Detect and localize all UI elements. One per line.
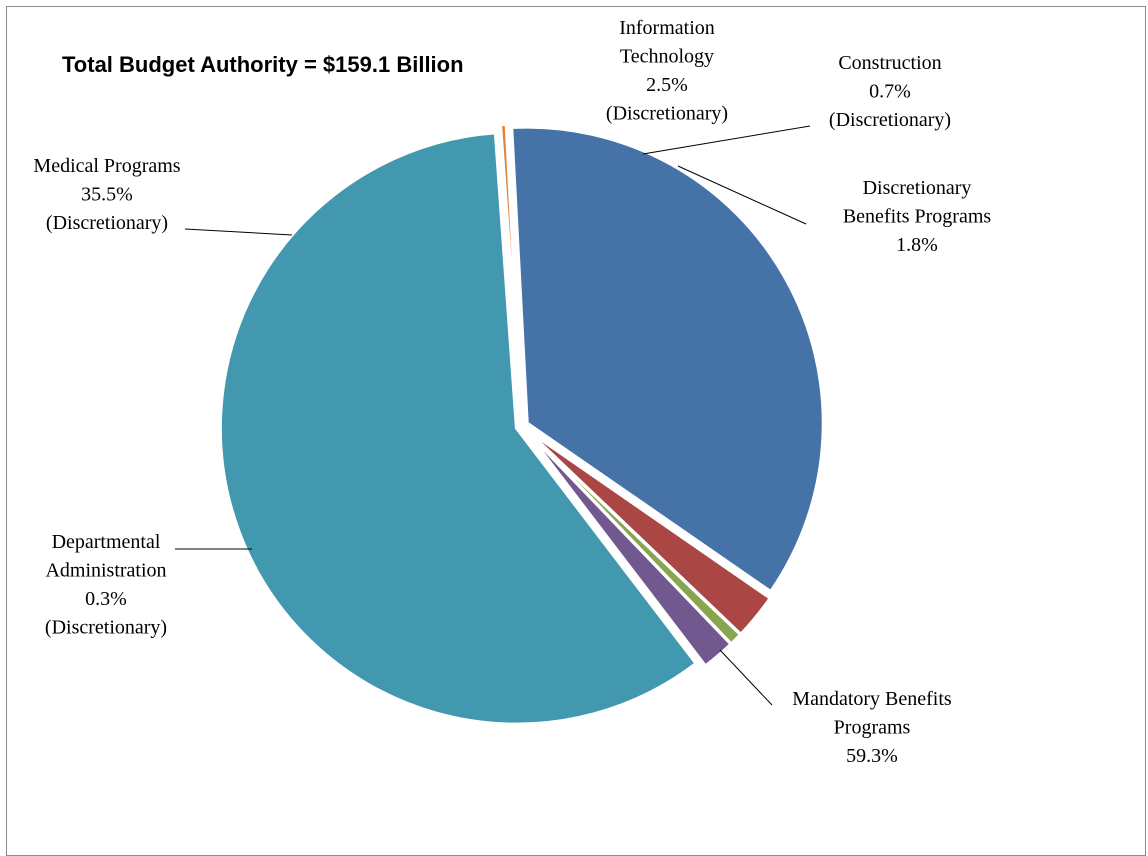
slice-label-line: Discretionary — [863, 177, 972, 199]
slice-label-line: Benefits Programs — [843, 206, 992, 228]
slice-label-line: Administration — [45, 560, 166, 582]
leader-line-constr — [642, 125, 811, 155]
slice-label-discben: Discretionary Benefits Programs 1.8% — [843, 177, 992, 256]
pie-slice-medical — [510, 125, 825, 594]
slice-label-line: Information — [619, 17, 715, 39]
slice-label-line: (Discretionary) — [606, 103, 728, 125]
leader-lines — [175, 125, 811, 706]
slice-label-line: 0.7% — [869, 81, 911, 103]
slice-label-line: 59.3% — [846, 745, 898, 767]
slice-label-line: (Discretionary) — [829, 109, 951, 131]
slice-label-deptadmin: Departmental Administration 0.3% (Discretio… — [45, 531, 167, 639]
chart-title: Total Budget Authority = $159.1 Billion — [62, 52, 464, 77]
slice-label-line: (Discretionary) — [45, 617, 167, 639]
slice-label-line: Medical Programs — [33, 155, 180, 177]
slice-label-line: Programs — [834, 717, 911, 739]
slice-label-line: Construction — [838, 52, 941, 74]
slice-label-constr: Construction 0.7% (Discretionary) — [829, 52, 951, 131]
leader-line-discben — [677, 165, 807, 225]
pie-slice-mandatory — [218, 131, 699, 726]
leader-line-mandatory — [719, 649, 773, 706]
slice-label-medical: Medical Programs 35.5% (Discretionary) — [33, 155, 180, 234]
slice-label-line: 2.5% — [646, 74, 688, 96]
pie-slice-discben — [524, 429, 733, 668]
slice-label-line: Technology — [620, 46, 714, 68]
pie-slices — [218, 122, 825, 726]
slice-label-line: (Discretionary) — [46, 212, 168, 234]
slice-label-line: 35.5% — [81, 184, 133, 206]
pie-slice-deptadmin — [498, 122, 524, 421]
slice-label-it: Information Technology 2.5% (Discretionary) — [606, 17, 728, 125]
slice-label-line: 1.8% — [896, 234, 938, 256]
slice-label-line: Departmental — [52, 531, 161, 553]
slice-label-line: 0.3% — [85, 588, 127, 610]
slice-label-mandatory: Mandatory Benefits Programs 59.3% — [792, 688, 952, 767]
slice-labels: Medical Programs 35.5% (Discretionary)Info… — [33, 17, 991, 767]
slice-label-line: Mandatory Benefits — [792, 688, 952, 710]
leader-line-medical — [184, 228, 293, 236]
